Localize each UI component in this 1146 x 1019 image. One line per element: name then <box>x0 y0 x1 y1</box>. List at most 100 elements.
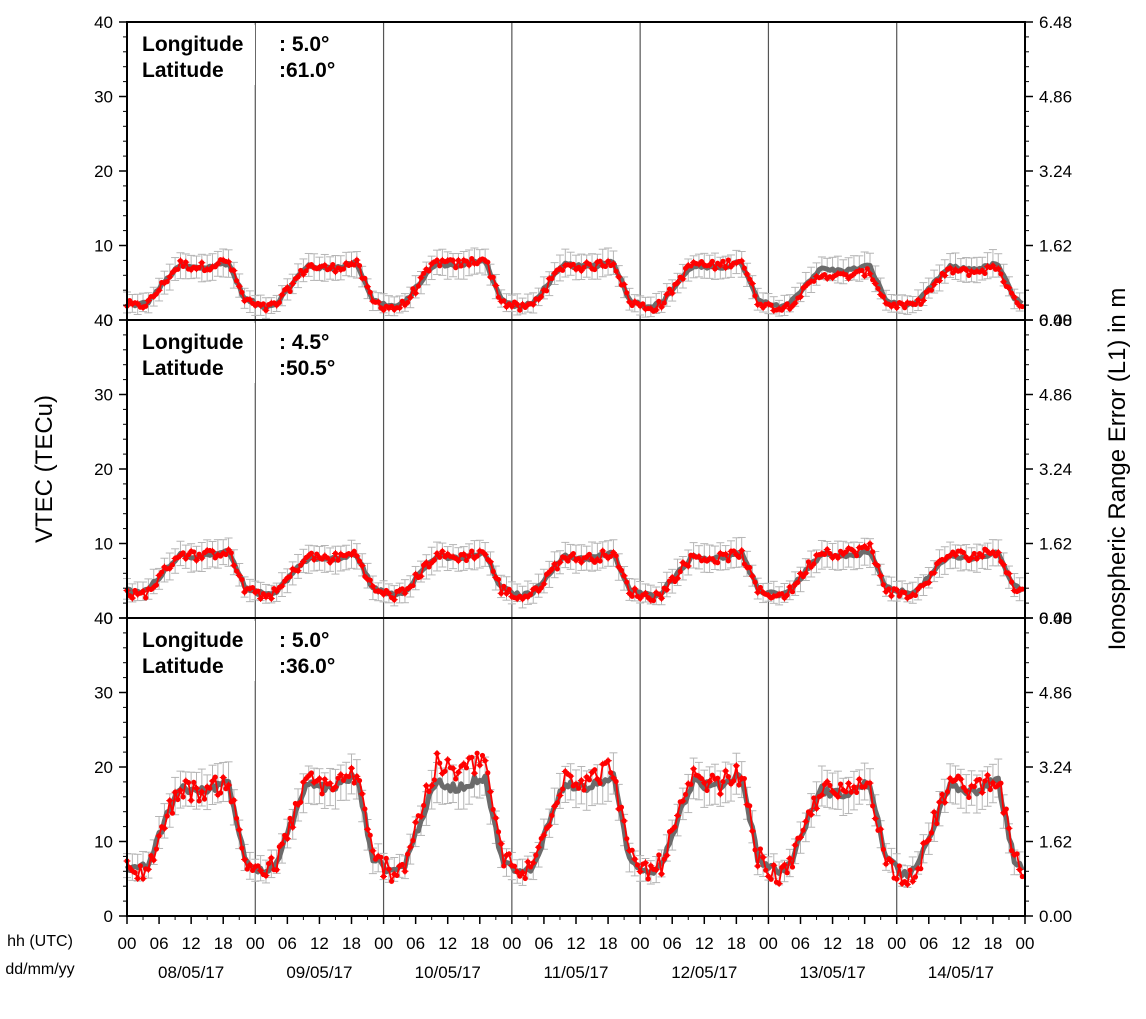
observed-point <box>768 302 774 308</box>
observed-point <box>682 791 689 798</box>
observed-point <box>148 853 154 859</box>
observed-point <box>912 592 919 599</box>
observed-point <box>244 866 250 872</box>
observed-point <box>592 266 598 273</box>
observed-point <box>250 584 256 591</box>
observed-point <box>912 874 919 880</box>
observed-point <box>399 586 405 592</box>
observed-point <box>175 796 181 803</box>
observed-point <box>463 258 470 264</box>
observed-point <box>143 595 149 601</box>
observed-point <box>763 867 769 873</box>
observed-point <box>239 845 245 851</box>
observed-point <box>533 852 539 858</box>
observed-point <box>324 555 331 561</box>
observed-point <box>843 549 849 555</box>
observed-point <box>592 767 598 773</box>
observed-point <box>458 263 464 269</box>
observed-point <box>538 293 544 300</box>
observed-point <box>896 593 902 599</box>
observed-point <box>132 587 138 594</box>
x-hour-tick-label: 18 <box>983 934 1002 953</box>
x-day-label: 13/05/17 <box>799 963 865 982</box>
y-tick-label-left: 40 <box>94 311 113 330</box>
observed-point <box>479 752 486 759</box>
observed-point <box>399 861 405 868</box>
x-hour-tick-label: 18 <box>727 934 746 953</box>
observed-point <box>132 869 138 876</box>
observed-point <box>960 549 967 556</box>
observed-point <box>554 800 560 806</box>
observed-point <box>501 583 507 589</box>
observed-point <box>501 863 507 869</box>
y-tick-label-right: 1.62 <box>1039 237 1072 256</box>
observed-point <box>1014 851 1020 857</box>
observed-point <box>549 812 555 819</box>
x-hour-tick-label: 00 <box>246 934 265 953</box>
observed-point <box>276 299 282 306</box>
x-hour-tick-label: 18 <box>855 934 874 953</box>
observed-point <box>827 550 833 557</box>
observed-point <box>672 824 678 830</box>
observed-point <box>223 786 229 792</box>
observed-point <box>266 592 272 598</box>
observed-point <box>731 778 737 784</box>
observed-point <box>410 286 416 292</box>
observed-point <box>870 803 876 809</box>
x-day-label: 10/05/17 <box>415 963 481 982</box>
observed-point <box>217 790 224 796</box>
observed-point <box>1019 586 1025 592</box>
observed-point <box>666 286 673 292</box>
x-day-label: 12/05/17 <box>671 963 737 982</box>
observed-point <box>741 265 747 271</box>
observed-point <box>688 263 694 269</box>
observed-point <box>907 867 913 873</box>
y-tick-label-left: 0 <box>104 609 113 628</box>
longitude-value: : 5.0° <box>279 629 329 652</box>
observed-point <box>1019 303 1025 310</box>
observed-point <box>715 775 721 781</box>
y-tick-label-right: 3.24 <box>1039 460 1072 479</box>
observed-point <box>918 866 924 872</box>
observed-point <box>308 770 315 776</box>
observed-point <box>811 561 817 567</box>
observed-point <box>1009 290 1015 296</box>
observed-point <box>843 789 849 795</box>
longitude-label: Longitude <box>142 331 243 354</box>
observed-point <box>709 258 715 264</box>
observed-point <box>463 765 470 771</box>
observed-point <box>784 870 790 876</box>
observed-point <box>661 856 667 862</box>
x-hour-tick-label: 00 <box>374 934 393 953</box>
observed-point <box>880 294 886 300</box>
x-hour-tick-label: 06 <box>919 934 938 953</box>
observed-point <box>394 872 400 879</box>
x-date-row-label: dd/mm/yy <box>5 961 74 978</box>
observed-point <box>453 265 459 271</box>
observed-point <box>998 780 1004 786</box>
observed-point <box>752 293 758 299</box>
observed-point <box>586 551 592 557</box>
observed-point <box>837 781 844 787</box>
y-tick-label-right: 4.86 <box>1039 684 1072 703</box>
observed-point <box>287 574 293 580</box>
observed-point <box>624 579 630 585</box>
observed-point <box>875 285 881 292</box>
y-tick-label-right: 3.24 <box>1039 758 1072 777</box>
observed-point <box>704 787 710 793</box>
latitude-value: :61.0° <box>279 59 335 82</box>
y-tick-label-right: 4.86 <box>1039 88 1072 107</box>
x-day-label: 08/05/17 <box>158 963 224 982</box>
x-hour-tick-label: 12 <box>438 934 457 953</box>
observed-point <box>982 270 988 277</box>
y-tick-label-right: 3.24 <box>1039 162 1072 181</box>
observed-point <box>811 795 817 801</box>
latitude-value: :36.0° <box>279 655 335 678</box>
x-hour-tick-label: 12 <box>951 934 970 953</box>
observed-point <box>736 782 742 788</box>
observed-point <box>800 827 806 833</box>
longitude-value: : 5.0° <box>279 33 329 56</box>
observed-point <box>757 584 764 591</box>
observed-point <box>613 553 619 559</box>
x-hour-tick-label: 18 <box>470 934 489 953</box>
